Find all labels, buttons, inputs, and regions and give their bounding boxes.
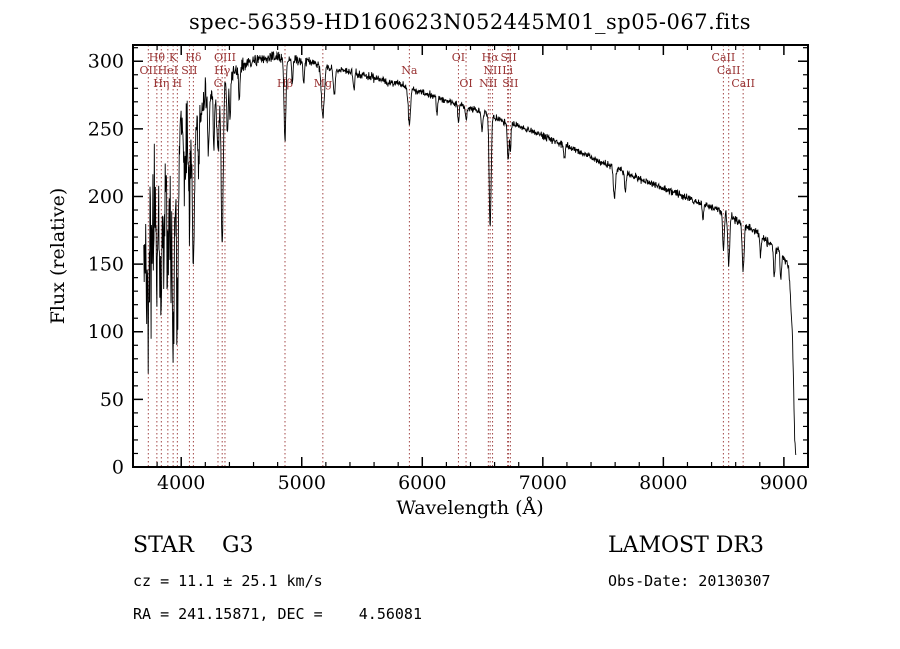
- x-tick-label: 7000: [519, 472, 567, 494]
- y-axis-label: Flux (relative): [47, 187, 69, 325]
- spectral-line-label: SII: [181, 64, 197, 77]
- x-tick-label: 9000: [760, 472, 808, 494]
- spectral-line-label: Hη: [153, 77, 169, 90]
- obsdate-text: Obs-Date: 20130307: [608, 572, 771, 590]
- y-tick-label: 150: [88, 254, 124, 276]
- spectral-line-label: SII: [500, 51, 516, 64]
- spectral-line-label: OI: [459, 77, 472, 90]
- spectral-line-label: Hδ: [185, 51, 202, 64]
- spectral-line-label: CaII: [731, 77, 755, 90]
- x-tick-label: 5000: [278, 472, 326, 494]
- spectral-line-label: NII: [483, 64, 501, 77]
- spectral-line-label: G: [214, 77, 223, 90]
- spectral-line-label: H: [173, 77, 183, 90]
- spectral-line-label: Hα: [482, 51, 500, 64]
- x-tick-label: 8000: [639, 472, 687, 494]
- spectral-line-label: Hθ: [149, 51, 166, 64]
- spectrum-trace: [143, 50, 797, 456]
- x-axis-label: Wavelength (Å): [396, 497, 544, 519]
- survey-text: LAMOST DR3: [608, 533, 764, 558]
- spectral-line-label: CaII: [712, 51, 736, 64]
- spectral-line-label: Li: [502, 64, 513, 77]
- y-tick-label: 100: [88, 321, 124, 343]
- spectral-line-label: SII: [502, 77, 518, 90]
- spectral-line-label: OII: [139, 64, 157, 77]
- x-tick-label: 4000: [157, 472, 205, 494]
- spectral-line-label: OIII: [214, 51, 236, 64]
- spectral-line-label: OI: [452, 51, 465, 64]
- radec-text: RA = 241.15871, DEC = 4.56081: [133, 605, 422, 623]
- plot-title: spec-56359-HD160623N052445M01_sp05-067.f…: [189, 10, 751, 34]
- y-tick-label: 250: [88, 118, 124, 140]
- y-tick-label: 300: [88, 51, 124, 73]
- spectral-line-label: Hγ: [214, 64, 231, 77]
- y-tick-label: 50: [100, 389, 124, 411]
- cz-text: cz = 11.1 ± 25.1 km/s: [133, 572, 323, 590]
- spectral-line-label: Mg: [314, 77, 332, 90]
- spectral-line-label: K: [169, 51, 178, 64]
- spectral-line-label: Na: [401, 64, 418, 77]
- y-tick-label: 0: [112, 457, 124, 479]
- classification-text: STAR G3: [133, 533, 254, 558]
- spectral-line-label: Hβ: [277, 77, 293, 90]
- spectral-line-label: NII: [479, 77, 497, 90]
- x-tick-label: 6000: [398, 472, 446, 494]
- spectral-line-label: HeI: [158, 64, 178, 77]
- y-tick-label: 200: [88, 186, 124, 208]
- spectral-line-label: CaII: [717, 64, 741, 77]
